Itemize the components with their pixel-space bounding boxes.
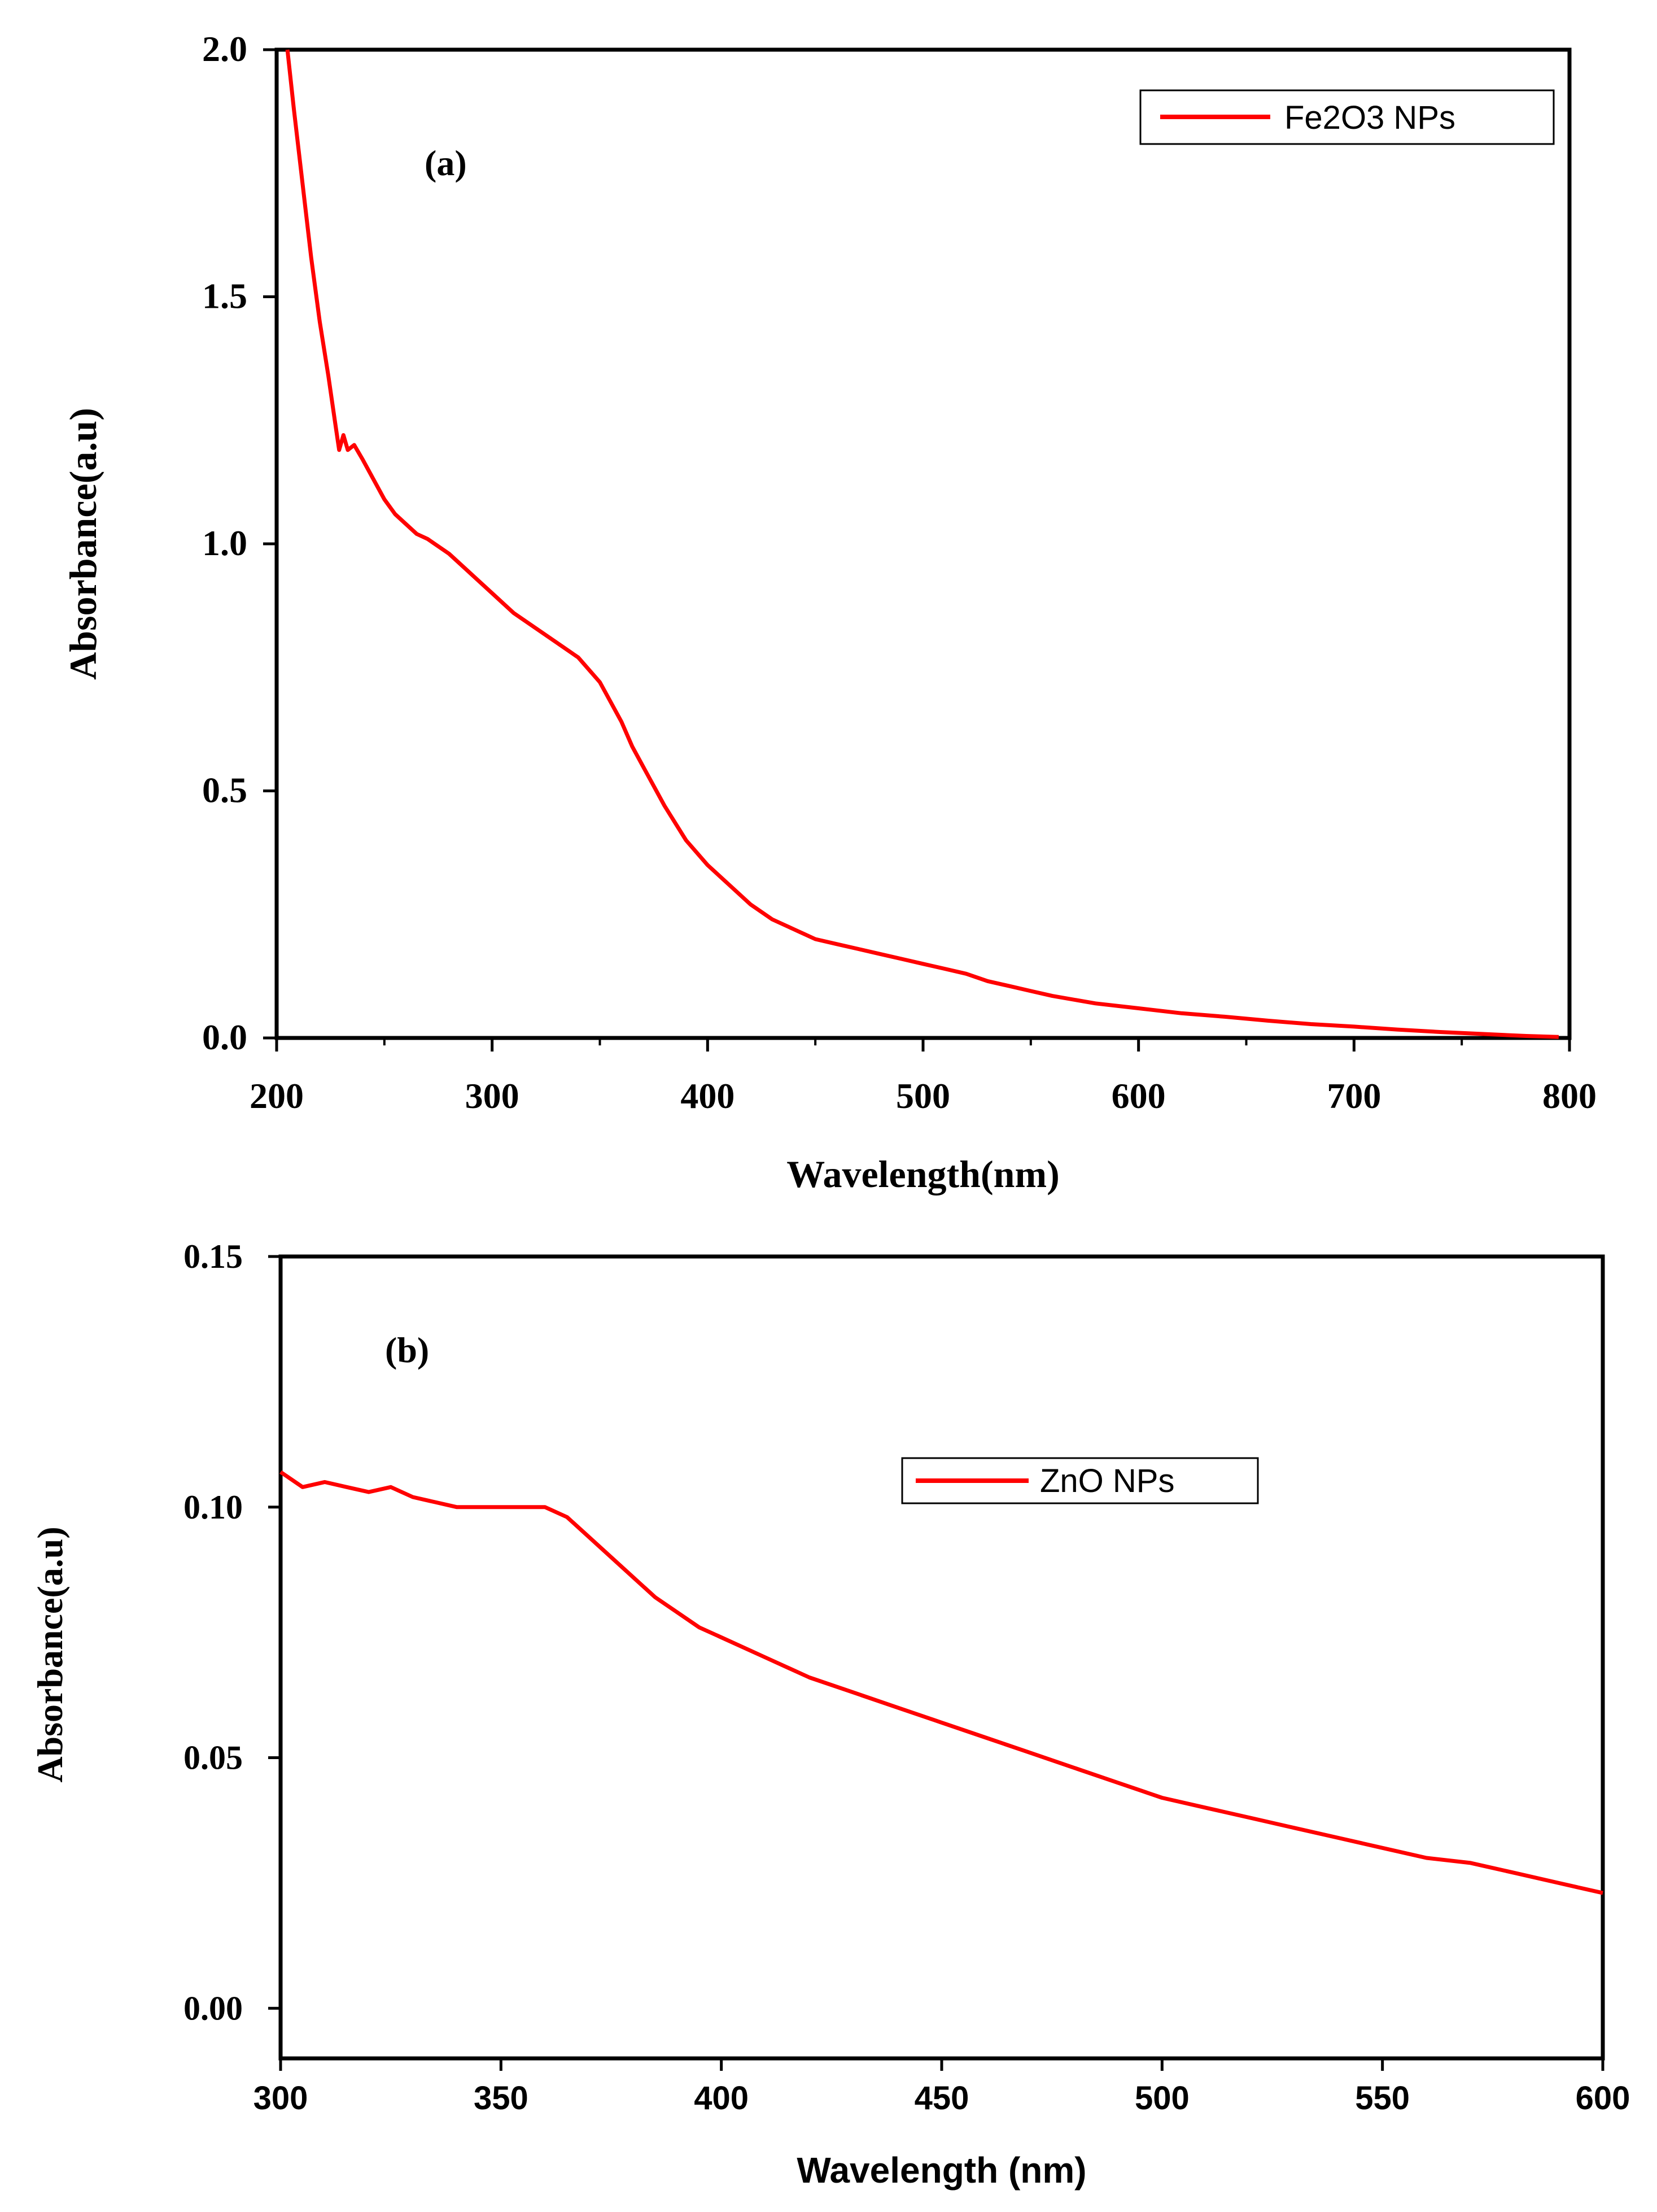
- chart-b-x-tick-label: 350: [474, 2080, 528, 2117]
- chart-b-x-ticks: 300 350 400 450 500 550 600: [253, 2058, 1630, 2117]
- chart-a-x-ticks: 200 300 400 500 600 700 800: [250, 1038, 1597, 1116]
- chart-b-y-tick-label: 0.10: [183, 1489, 243, 1526]
- chart-b-legend-label: ZnO NPs: [1040, 1463, 1175, 1499]
- chart-a-x-axis-title: Wavelength(nm): [786, 1153, 1060, 1196]
- chart-b-x-tick-label: 300: [253, 2080, 308, 2117]
- chart-a-x-tick-label: 800: [1542, 1076, 1597, 1116]
- chart-a-x-tick-label: 700: [1327, 1076, 1381, 1116]
- chart-b-y-ticks: 0.00 0.05 0.10 0.15: [183, 1238, 281, 2027]
- chart-a-y-tick-label: 0.0: [202, 1017, 247, 1057]
- chart-a-x-tick-label: 600: [1112, 1076, 1166, 1116]
- chart-b-series-zno-line: [279, 1470, 1603, 1895]
- chart-b-x-tick-label: 550: [1355, 2080, 1410, 2117]
- chart-b-x-tick-label: 400: [694, 2080, 749, 2117]
- chart-a-y-tick-label: 2.0: [202, 29, 247, 69]
- chart-b-x-tick-label: 600: [1576, 2080, 1630, 2117]
- chart-b-x-tick-label: 500: [1135, 2080, 1190, 2117]
- chart-a-x-tick-label: 300: [465, 1076, 519, 1116]
- chart-b-legend: ZnO NPs: [901, 1457, 1259, 1504]
- chart-a: 200 300 400 500 600 700 800 0.0 0.5 1.0 1.5 2.0 Wa…: [62, 29, 1597, 1196]
- chart-a-legend-label: Fe2O3 NPs: [1284, 99, 1455, 136]
- chart-b-x-tick-label: 450: [915, 2080, 969, 2117]
- chart-a-x-tick-label: 500: [896, 1076, 950, 1116]
- chart-b-y-tick-label: 0.05: [183, 1739, 243, 1777]
- chart-a-x-tick-label: 400: [680, 1076, 734, 1116]
- chart-a-y-tick-label: 1.5: [202, 276, 247, 316]
- chart-b-x-axis-title: Wavelength (nm): [797, 2150, 1086, 2191]
- chart-a-x-tick-label: 200: [250, 1076, 304, 1116]
- chart-a-panel-label: (a): [425, 143, 467, 183]
- chart-b-y-tick-label: 0.15: [183, 1238, 243, 1275]
- chart-a-y-tick-label: 1.0: [202, 523, 247, 563]
- chart-a-series-fe2o3-line: [285, 49, 1559, 1039]
- chart-b-y-tick-label: 0.00: [183, 1990, 243, 2027]
- chart-a-y-tick-label: 0.5: [202, 770, 247, 810]
- chart-a-legend: Fe2O3 NPs: [1139, 89, 1555, 145]
- chart-a-y-ticks: 0.0 0.5 1.0 1.5 2.0: [202, 29, 277, 1057]
- chart-b: 300 350 400 450 500 550 600 0.00 0.05 0.10 0.15 W…: [30, 1238, 1630, 2191]
- chart-b-y-axis-title: Absorbance(a.u): [30, 1526, 70, 1782]
- chart-b-panel-label: (b): [385, 1330, 429, 1370]
- chart-a-y-axis-title: Absorbance(a.u): [62, 408, 104, 680]
